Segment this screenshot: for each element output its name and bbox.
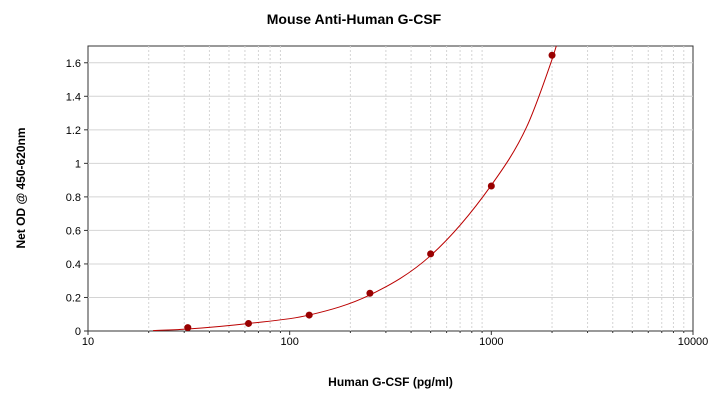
y-tick-label: 0: [75, 326, 81, 338]
y-tick-label: 1.4: [66, 91, 81, 103]
y-tick-label: 0.4: [66, 259, 81, 271]
data-point: [548, 51, 556, 59]
data-points: [184, 51, 556, 332]
data-point: [366, 289, 374, 297]
chart-title: Mouse Anti-Human G-CSF: [266, 11, 442, 27]
x-tick-label: 10000: [678, 336, 708, 348]
y-tick-label: 0.2: [66, 292, 81, 304]
axis-ticks: [84, 62, 694, 335]
fit-curve-group: [152, 46, 557, 331]
x-tick-label: 100: [280, 336, 298, 348]
x-tick-label: 1000: [479, 336, 503, 348]
y-tick-labels: 0 0.2 0.4 0.6 0.8 1 1.2 1.4 1.6: [66, 58, 81, 338]
y-tick-label: 1.2: [66, 125, 81, 137]
plot-frame: [87, 45, 694, 332]
grid-lines: [88, 46, 693, 331]
x-tick-label: 10: [82, 336, 94, 348]
data-point: [184, 324, 192, 332]
data-point: [305, 311, 313, 319]
x-tick-labels: 10 100 1000 10000: [82, 336, 708, 348]
y-axis-title: Net OD @ 450-620nm: [14, 127, 28, 249]
y-tick-label: 1: [75, 158, 81, 170]
fit-curve: [152, 46, 557, 331]
data-point: [427, 250, 435, 258]
y-tick-label: 1.6: [66, 58, 81, 70]
x-axis-title: Human G-CSF (pg/ml): [328, 375, 453, 389]
y-tick-label: 0.8: [66, 192, 81, 204]
y-tick-label: 0.6: [66, 225, 81, 237]
data-point: [487, 182, 495, 190]
data-point: [245, 319, 253, 327]
